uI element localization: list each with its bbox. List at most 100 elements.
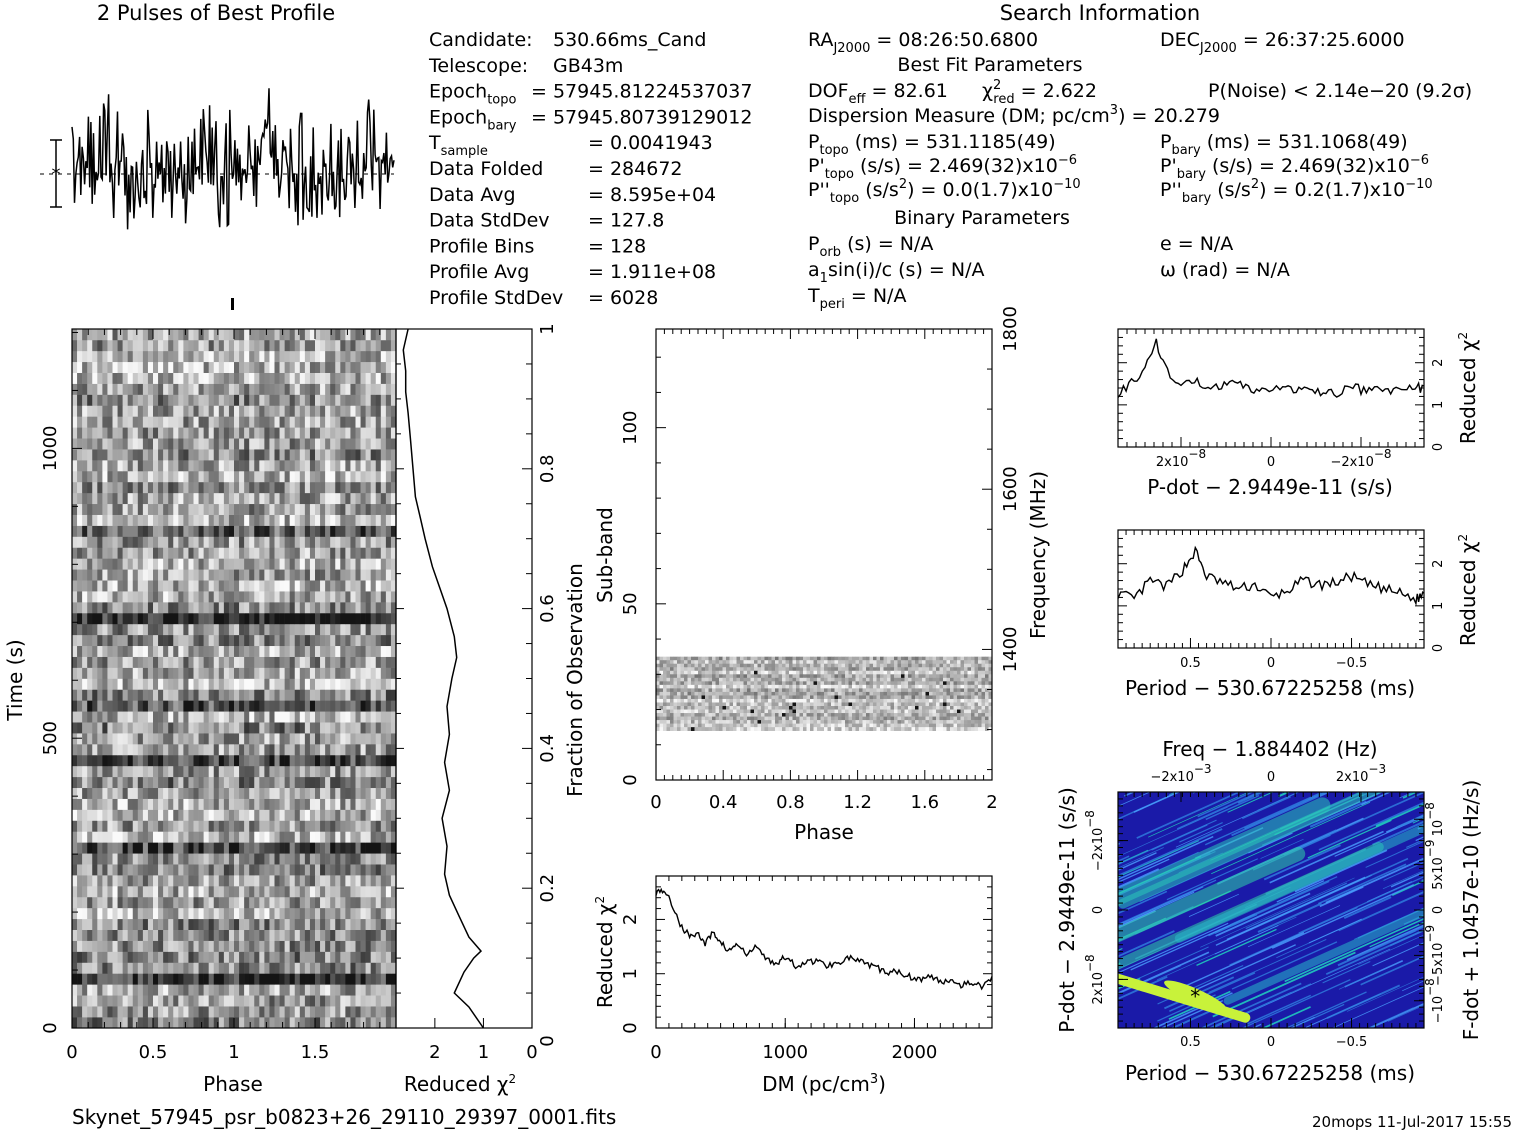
time-phase-cell [375, 536, 382, 548]
time-phase-cell [92, 339, 98, 352]
subband-cell [659, 681, 664, 686]
time-phase-cell [259, 361, 265, 373]
subband-cell [726, 677, 730, 682]
time-phase-cell [370, 787, 377, 799]
subband-cell [831, 663, 835, 668]
subband-cell [922, 660, 926, 665]
time-phase-cell [178, 329, 184, 341]
time-phase-cell [350, 492, 356, 505]
time-phase-cell [355, 787, 361, 799]
time-phase-cell [299, 492, 306, 505]
subband-cell [680, 677, 685, 682]
subband-cell [967, 660, 972, 665]
time-phase-cell [107, 569, 113, 581]
time-phase-cell [234, 973, 240, 985]
time-phase-cell [244, 416, 250, 428]
time-phase-cell [203, 514, 209, 526]
time-phase-cell [259, 962, 265, 974]
subband-cell [922, 667, 926, 672]
time-phase-cell [264, 525, 270, 537]
time-phase-cell [360, 776, 366, 789]
time-phase-cell [279, 503, 285, 515]
time-phase-cell [269, 361, 275, 373]
time-phase-cell [234, 1017, 240, 1029]
time-phase-cell [340, 547, 346, 559]
time-phase-cell [198, 896, 204, 909]
time-phase-cell [153, 525, 159, 537]
time-phase-cell [299, 339, 306, 352]
time-phase-cell [274, 602, 280, 614]
time-phase-cell [178, 372, 184, 384]
time-phase-cell [153, 722, 159, 734]
time-phase-cell [274, 831, 280, 843]
time-phase-cell [320, 896, 326, 909]
subband-cell [715, 670, 720, 675]
time-phase-cell [294, 853, 301, 865]
time-phase-cell [360, 350, 366, 363]
time-phase-cell [335, 602, 341, 614]
time-phase-cell [158, 918, 164, 930]
time-phase-cell [218, 700, 225, 712]
time-phase-cell [117, 460, 123, 472]
subband-cell [866, 660, 870, 665]
time-phase-cell [223, 492, 230, 505]
time-phase-cell [127, 350, 134, 363]
time-phase-cell [122, 350, 128, 363]
time-phase-cell [355, 460, 361, 472]
time-phase-cell [390, 886, 397, 898]
time-phase-cell [223, 329, 230, 341]
time-phase-cell [218, 602, 225, 614]
subband-cell [757, 681, 762, 686]
subband-cell [750, 663, 755, 668]
subband-cell [834, 670, 839, 675]
time-phase-cell [234, 984, 240, 996]
time-phase-cell [72, 831, 78, 843]
time-phase-cell [244, 940, 250, 952]
time-phase-cell [279, 951, 285, 963]
cand-label-text: Telescope: [428, 55, 528, 77]
time-phase-cell [269, 656, 275, 668]
fraction-tick-label: 0.6 [537, 594, 558, 623]
time-phase-cell [269, 536, 275, 548]
subband-cell [764, 674, 769, 679]
time-phase-cell [117, 907, 123, 920]
time-phase-cell [279, 929, 285, 941]
time-phase-cell [87, 678, 93, 690]
time-phase-cell [188, 853, 194, 865]
time-phase-cell [178, 853, 184, 865]
time-phase-cell [315, 809, 321, 821]
time-phase-cell [92, 394, 98, 406]
time-phase-cell [325, 809, 331, 821]
time-phase-cell [92, 918, 98, 930]
time-phase-cell [223, 503, 230, 515]
time-phase-cell [82, 864, 88, 876]
time-phase-cell [380, 984, 387, 996]
time-phase-cell [279, 886, 285, 898]
pddot-topo-line: P''topo (s/s2) = 0.0(1.7)x10−10 [808, 177, 1081, 206]
time-phase-cell [153, 842, 159, 854]
time-phase-cell [117, 536, 123, 548]
time-phase-cell [299, 350, 306, 363]
time-phase-cell [330, 492, 336, 505]
subband-cell [785, 656, 790, 661]
time-phase-cell [279, 842, 285, 854]
time-phase-cell [284, 678, 290, 690]
time-phase-cell [259, 623, 265, 636]
time-phase-cell [92, 372, 98, 384]
time-phase-cell [87, 612, 93, 625]
time-phase-cell [168, 394, 174, 406]
time-phase-cell [370, 612, 377, 625]
time-phase-cell [142, 536, 149, 548]
time-phase-cell [158, 820, 164, 832]
time-phase-cell [122, 525, 128, 537]
time-phase-cell [274, 503, 280, 515]
time-phase-cell [228, 656, 235, 668]
time-phase-cell [163, 394, 169, 406]
time-phase-cell [127, 602, 134, 614]
time-phase-cell [345, 623, 351, 636]
time-phase-cell [315, 798, 321, 810]
time-phase-cell [87, 503, 93, 515]
time-phase-cell [264, 929, 270, 941]
subband-cell [684, 663, 688, 668]
time-phase-cell [132, 492, 139, 505]
